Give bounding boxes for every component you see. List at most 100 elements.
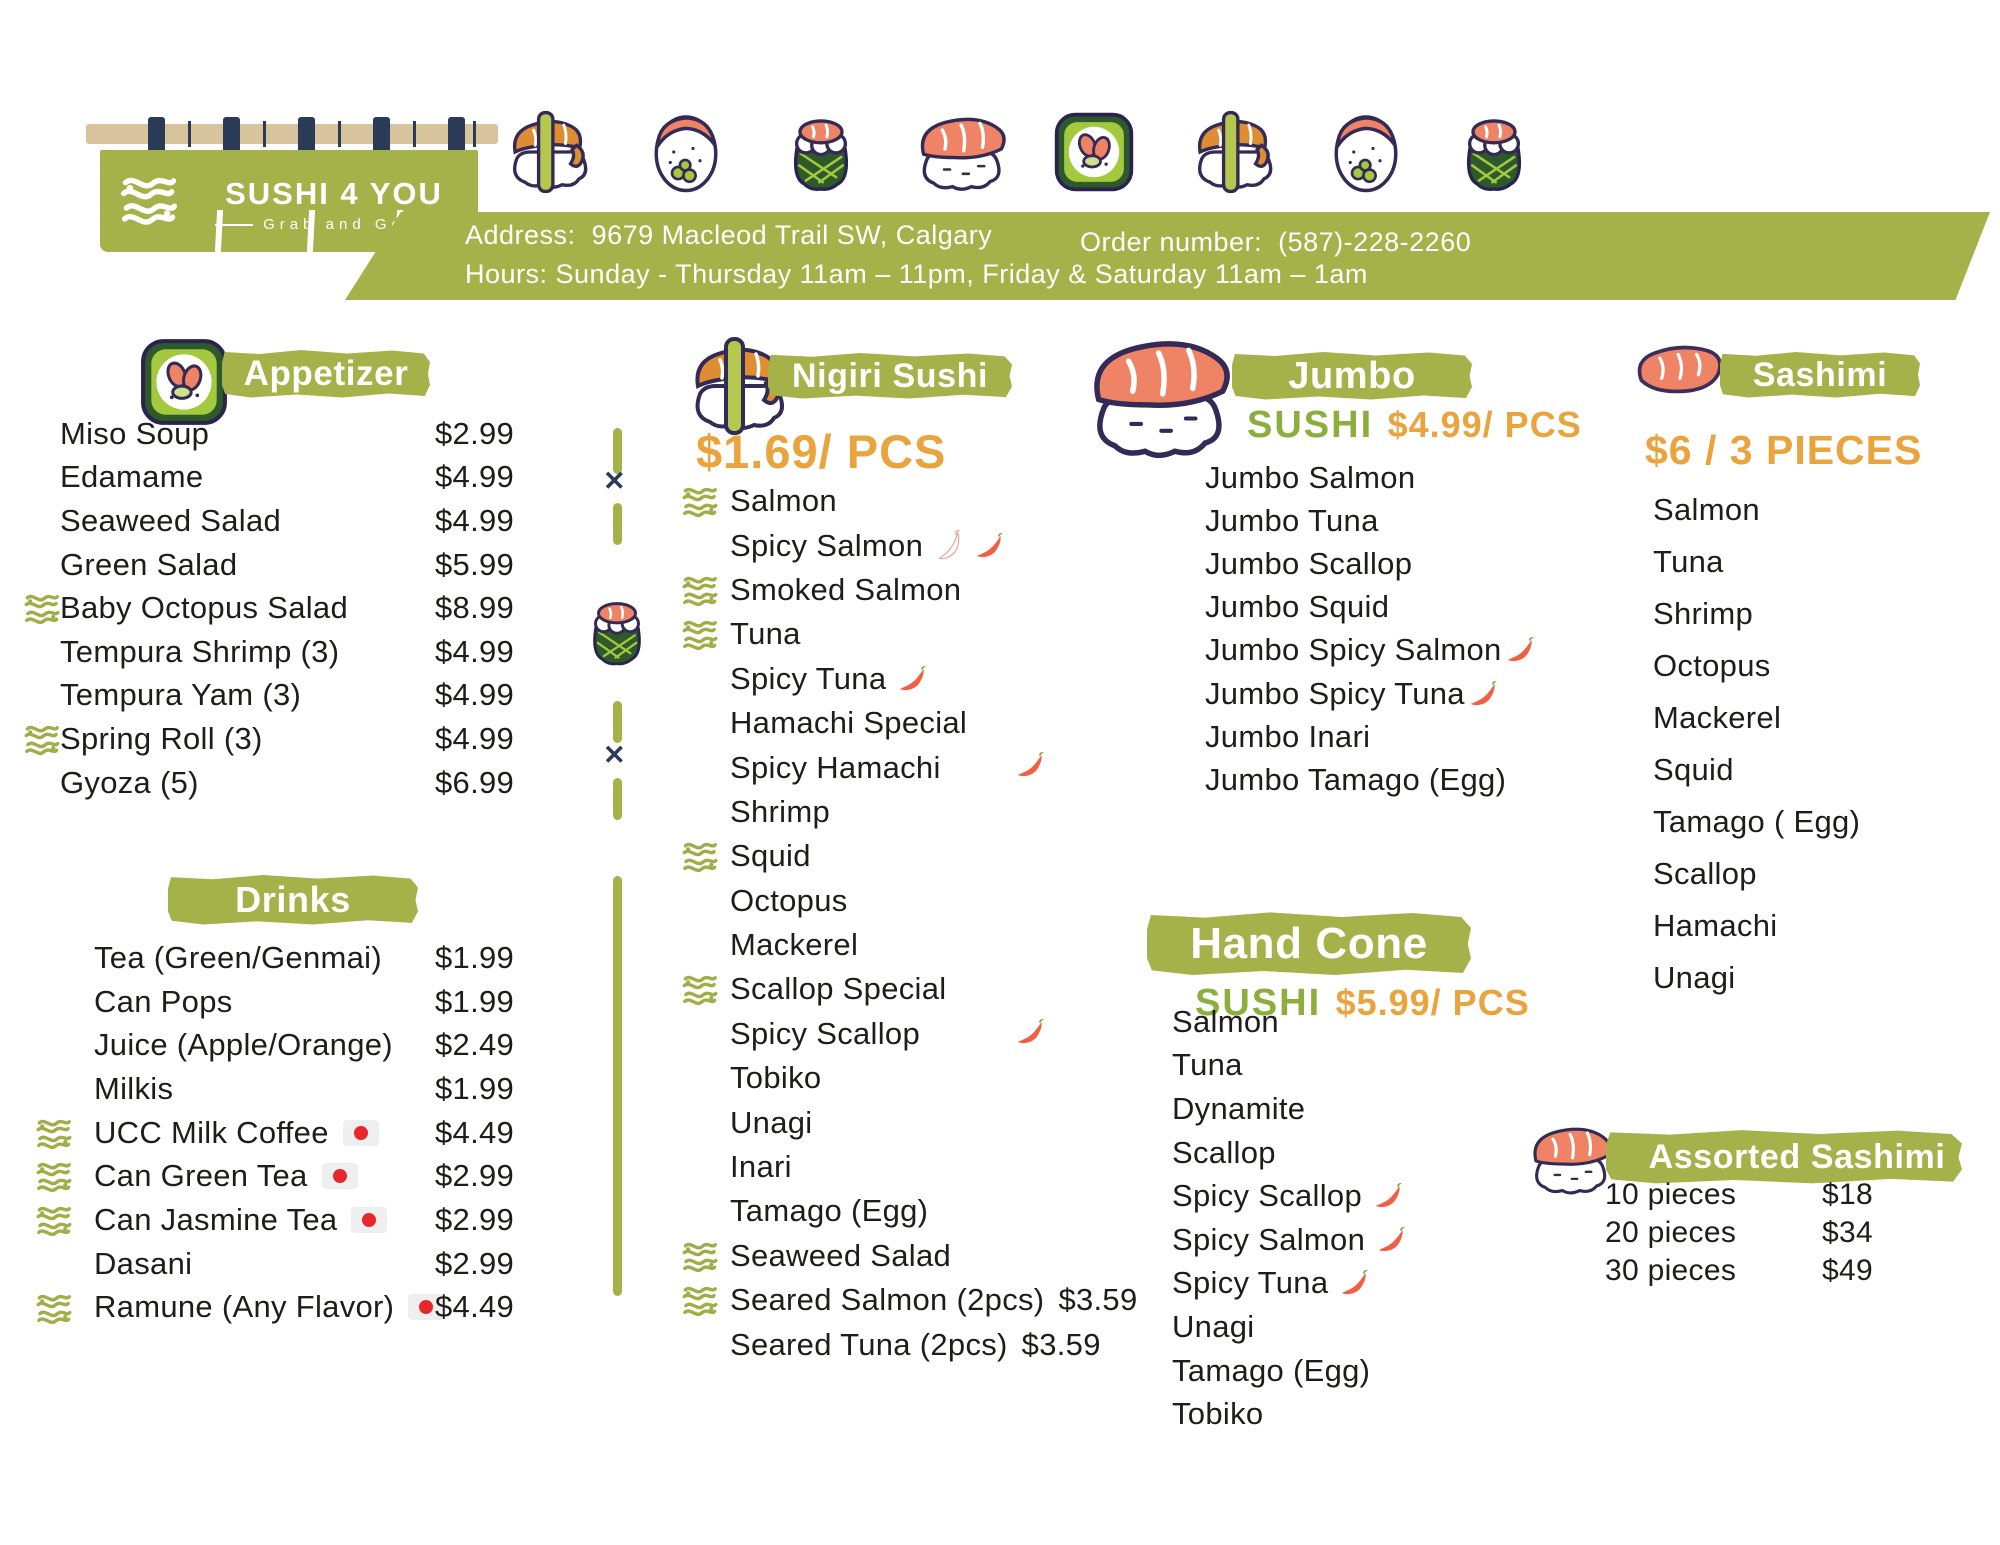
japan-flag-icon: [321, 1163, 358, 1190]
nigiri-sushi-list: Salmon Spicy Salmon Smoked Salmon Tuna S…: [682, 479, 1137, 1367]
menu-item: Smoked Salmon: [684, 568, 1114, 612]
brand-name: SUSHI 4 YOU: [225, 176, 443, 211]
hand-cone-price-line: SUSHI $5.99/ PCS: [1195, 982, 1530, 1024]
fish-logo-icon: [682, 568, 718, 612]
menu-item: Can Green Tea $2.99: [28, 1154, 548, 1198]
shrimp-nigiri-icon: [1190, 110, 1274, 194]
menu-item: Jumbo Scallop: [1205, 545, 1413, 581]
chili-icon: [1467, 680, 1497, 708]
menu-item: Jumbo Salmon: [1205, 459, 1416, 495]
menu-item: Seaweed Salad: [684, 1234, 1114, 1278]
salmon-roll-icon: [650, 110, 722, 194]
menu-item: 30 pieces $49: [1605, 1254, 1873, 1287]
divider-dash: [613, 503, 622, 545]
menu-item: Tea (Green/Genmai) $1.99: [94, 939, 515, 975]
menu-item: Dynamite: [1172, 1090, 1306, 1126]
address-line: Address: 9679 Macleod Trail SW, Calgary: [465, 220, 993, 250]
curtain-slit: [214, 210, 224, 252]
section-title-drinks: Drinks: [168, 875, 418, 925]
chili-icon: [1504, 636, 1534, 664]
menu-item: Spicy Tuna: [684, 657, 1114, 701]
menu-item: Tuna: [684, 612, 1114, 656]
menu-item: Salmon: [684, 479, 1114, 523]
menu-item: Jumbo Tamago (Egg): [1205, 761, 1507, 797]
chili-icon: [1372, 1182, 1402, 1210]
divider-dash: [613, 428, 622, 474]
japan-flag-icon: [342, 1119, 379, 1146]
menu-item: Spicy Tuna: [1172, 1262, 1552, 1306]
menu-item: Jumbo Tuna: [1205, 502, 1379, 538]
menu-item: Jumbo Spicy Salmon: [1205, 629, 1605, 672]
noren-clip: [223, 117, 240, 159]
fish-logo-icon: [682, 612, 718, 656]
hours-line: Hours: Sunday - Thursday 11am – 11pm, Fr…: [465, 259, 1368, 289]
chili-icon: [1014, 751, 1044, 779]
chili-icon: [1375, 1226, 1405, 1254]
menu-item: Juice (Apple/Orange) $2.49: [94, 1027, 515, 1063]
curtain-slit: [306, 210, 316, 252]
menu-item: Jumbo Squid: [1205, 589, 1390, 625]
menu-item: Squid: [1653, 752, 1734, 787]
menu-item: Tuna: [1172, 1047, 1243, 1083]
menu-item: Scallop Special: [684, 967, 1114, 1011]
tagline-rule: [215, 223, 254, 226]
jumbo-sushi-list: Jumbo Salmon Jumbo Tuna Jumbo Scallop Ju…: [1205, 456, 1605, 802]
menu-item: Squid: [684, 834, 1114, 878]
menu-item: Inari: [730, 1149, 792, 1185]
noren-tick: [263, 121, 266, 147]
section-title-appetizer: Appetizer: [222, 350, 430, 398]
section-title-assorted-sashimi: Assorted Sashimi: [1606, 1130, 1962, 1184]
japan-flag-icon: [408, 1294, 445, 1321]
menu-item: Jumbo Spicy Tuna: [1205, 672, 1605, 715]
menu-item: Hamachi Special: [730, 705, 968, 741]
x-mark: ✕: [603, 740, 626, 770]
maki-roll-icon: [1052, 110, 1136, 194]
fish-logo-icon: [36, 1154, 72, 1198]
section-title-nigiri: Nigiri Sushi: [768, 352, 1012, 399]
noren-tick: [473, 121, 476, 147]
assorted-sashimi-list: 10 pieces $18 20 pieces $34 30 pieces $49: [1605, 1176, 1945, 1290]
menu-item: Unagi: [1653, 960, 1736, 995]
appetizer-list: Miso Soup $2.99 Edamame $4.99 Seaweed Sala…: [28, 412, 548, 804]
menu-item: Can Jasmine Tea $2.99: [28, 1198, 548, 1242]
menu-item: Scallop: [1172, 1134, 1276, 1170]
menu-item: Shrimp: [730, 793, 830, 829]
fish-logo-icon: [24, 717, 60, 761]
menu-item: Salmon: [1653, 492, 1760, 527]
salmon-roll-icon: [1330, 110, 1402, 194]
divider-line: [613, 876, 622, 1296]
menu-item: Spicy Scallop: [684, 1012, 1114, 1056]
menu-item: Tempura Yam (3) $4.99: [60, 677, 515, 713]
menu-item: Seared Tuna (2pcs) $3.59: [730, 1326, 1101, 1362]
menu-item: Shrimp: [1653, 596, 1753, 631]
menu-item: Spicy Hamachi: [684, 745, 1114, 789]
nigiri-price-headline: $1.69/ PCS: [696, 425, 947, 478]
menu-item: Mackerel: [730, 927, 859, 963]
x-mark: ✕: [603, 466, 626, 496]
gunkan-maki-icon: [583, 594, 651, 668]
menu-item: Tamago (Egg): [1172, 1352, 1371, 1388]
japan-flag-icon: [351, 1206, 388, 1233]
section-title-sashimi: Sashimi: [1720, 351, 1920, 398]
noren-tick: [338, 121, 341, 147]
hand-cone-list: Salmon Tuna Dynamite Scallop Spicy Scall…: [1172, 1000, 1552, 1436]
menu-item: Edamame $4.99: [60, 459, 515, 495]
fish-logo-icon: [682, 1278, 718, 1322]
noren-clip: [448, 117, 465, 159]
menu-item: Hamachi: [1653, 908, 1778, 943]
menu-item: Octopus: [1653, 648, 1771, 683]
menu-item: Can Pops $1.99: [94, 983, 515, 1019]
menu-item: Green Salad $5.99: [60, 546, 515, 582]
gunkan-maki-icon: [1455, 110, 1533, 194]
drinks-list: Tea (Green/Genmai) $1.99 Can Pops $1.99 Ju…: [28, 936, 548, 1329]
menu-item: Tamago ( Egg): [1653, 804, 1861, 839]
chili-icon: [973, 532, 1003, 560]
gunkan-maki-icon: [782, 110, 860, 194]
divider-dash: [613, 701, 622, 743]
sashimi-list: Salmon Tuna Shrimp Octopus Mackerel Squi…: [1653, 484, 1983, 1004]
menu-item: Jumbo Inari: [1205, 718, 1371, 754]
section-title-jumbo: Jumbo: [1232, 352, 1472, 400]
noren-clip: [373, 117, 390, 159]
menu-item: Seared Salmon (2pcs) $3.59: [682, 1278, 1137, 1322]
